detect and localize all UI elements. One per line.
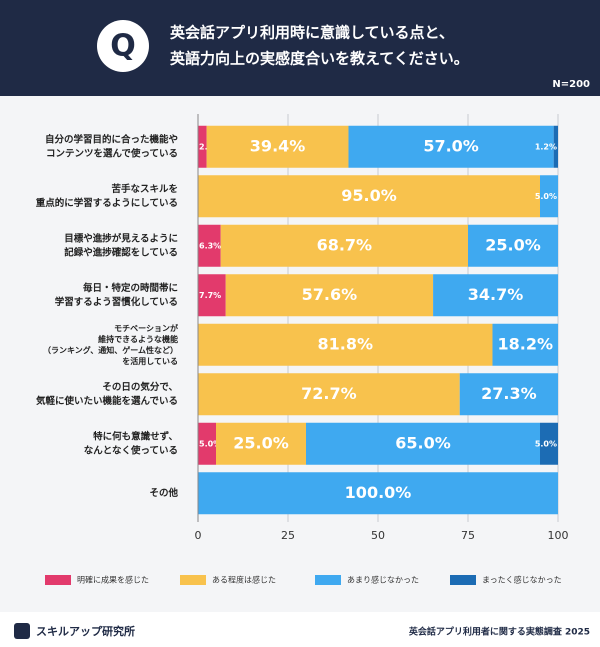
value-label: 81.8% xyxy=(317,334,373,353)
category-label: （ランキング、通知、ゲーム性など） xyxy=(43,345,178,355)
value-label: 6.3% xyxy=(199,241,221,250)
legend-swatch xyxy=(450,575,476,585)
value-label: 95.0% xyxy=(341,186,397,205)
value-label: 5.0% xyxy=(199,439,221,448)
category-label: 学習するよう習慣化している xyxy=(55,296,178,308)
category-label: その日の気分で、 xyxy=(102,381,178,393)
legend-label: 明確に成果を感じた xyxy=(77,575,149,585)
sample-size: N=200 xyxy=(552,79,590,90)
value-label: 65.0% xyxy=(395,433,451,452)
x-tick-label: 0 xyxy=(195,529,202,542)
bar-segment xyxy=(540,175,558,218)
bar-segment xyxy=(198,373,460,416)
category-label: 重点的に学習するようにしている xyxy=(36,197,178,209)
category-label: 記録や進捗確認をしている xyxy=(64,246,178,258)
brand: スキルアップ研究所 xyxy=(36,624,135,638)
category-label: その他 xyxy=(149,487,178,499)
bar-segment xyxy=(198,125,207,168)
brand-logo xyxy=(14,623,30,639)
category-label: モチベーションが xyxy=(114,323,179,333)
value-label: 25.0% xyxy=(233,433,289,452)
bar-segment xyxy=(206,125,349,168)
footer xyxy=(0,612,600,647)
bar-segment xyxy=(540,422,558,465)
category-label: 苦手なスキルを xyxy=(111,183,178,195)
bar-segment xyxy=(198,422,216,465)
bar-segment xyxy=(225,274,434,317)
legend-swatch xyxy=(45,575,71,585)
value-label: 72.7% xyxy=(301,384,357,403)
value-label: 39.4% xyxy=(250,136,306,155)
category-label: 特に何も意識せず、 xyxy=(93,430,178,442)
header xyxy=(0,0,600,96)
legend-swatch xyxy=(180,575,206,585)
value-label: 5.0% xyxy=(535,439,557,448)
badge-circle xyxy=(97,20,149,72)
category-label: 気軽に使いたい機能を選んでいる xyxy=(36,395,178,407)
category-label: 目標や進捗が見えるように xyxy=(64,232,178,244)
bar-segment xyxy=(468,224,558,267)
source: 英会話アプリ利用者に関する実態調査 2025 xyxy=(408,626,590,638)
category-label: 自分の学習目的に合った機能や xyxy=(45,133,178,145)
bar-segment xyxy=(198,224,221,267)
value-label: 7.7% xyxy=(199,291,221,300)
value-label: 57.6% xyxy=(302,285,358,304)
value-label: 100.0% xyxy=(345,483,412,502)
bar-segment xyxy=(198,274,226,317)
title-line: 英会話アプリ利用時に意識している点と、 xyxy=(170,24,454,42)
legend-label: ある程度は感じた xyxy=(212,575,276,585)
value-label: 34.7% xyxy=(468,285,524,304)
badge: Q xyxy=(110,29,136,64)
x-tick-label: 75 xyxy=(461,529,475,542)
bar-segment xyxy=(216,422,306,465)
category-label: を活用している xyxy=(122,356,178,366)
category-label: コンテンツを選んで使っている xyxy=(46,147,178,159)
value-label: 25.0% xyxy=(485,235,541,254)
category-label: なんとなく使っている xyxy=(84,444,178,456)
bar-segment xyxy=(553,125,558,168)
value-label: 57.0% xyxy=(423,136,479,155)
value-label: 5.0% xyxy=(535,192,557,201)
title-line: 英語力向上の実感度合いを教えてください。 xyxy=(170,50,469,68)
bar-segment xyxy=(198,323,493,366)
bar-segment xyxy=(459,373,558,416)
x-tick-label: 50 xyxy=(371,529,385,542)
bar-segment xyxy=(220,224,468,267)
category-label: 維持できるような機能 xyxy=(98,334,178,344)
bar-segment xyxy=(306,422,540,465)
legend-label: まったく感じなかった xyxy=(482,575,562,585)
bar-segment xyxy=(348,125,554,168)
legend-label: あまり感じなかった xyxy=(347,575,419,585)
category-label: 毎日・特定の時間帯に xyxy=(83,282,178,294)
value-label: 27.3% xyxy=(481,384,537,403)
value-label: 1.2% xyxy=(535,142,557,151)
bar-segment xyxy=(198,175,540,218)
x-tick-label: 100 xyxy=(548,529,569,542)
value-label: 18.2% xyxy=(497,334,553,353)
bar-segment xyxy=(198,472,558,515)
value-label: 68.7% xyxy=(317,235,373,254)
bar-segment xyxy=(492,323,558,366)
legend-swatch xyxy=(315,575,341,585)
bar-segment xyxy=(433,274,558,317)
x-tick-label: 25 xyxy=(281,529,295,542)
